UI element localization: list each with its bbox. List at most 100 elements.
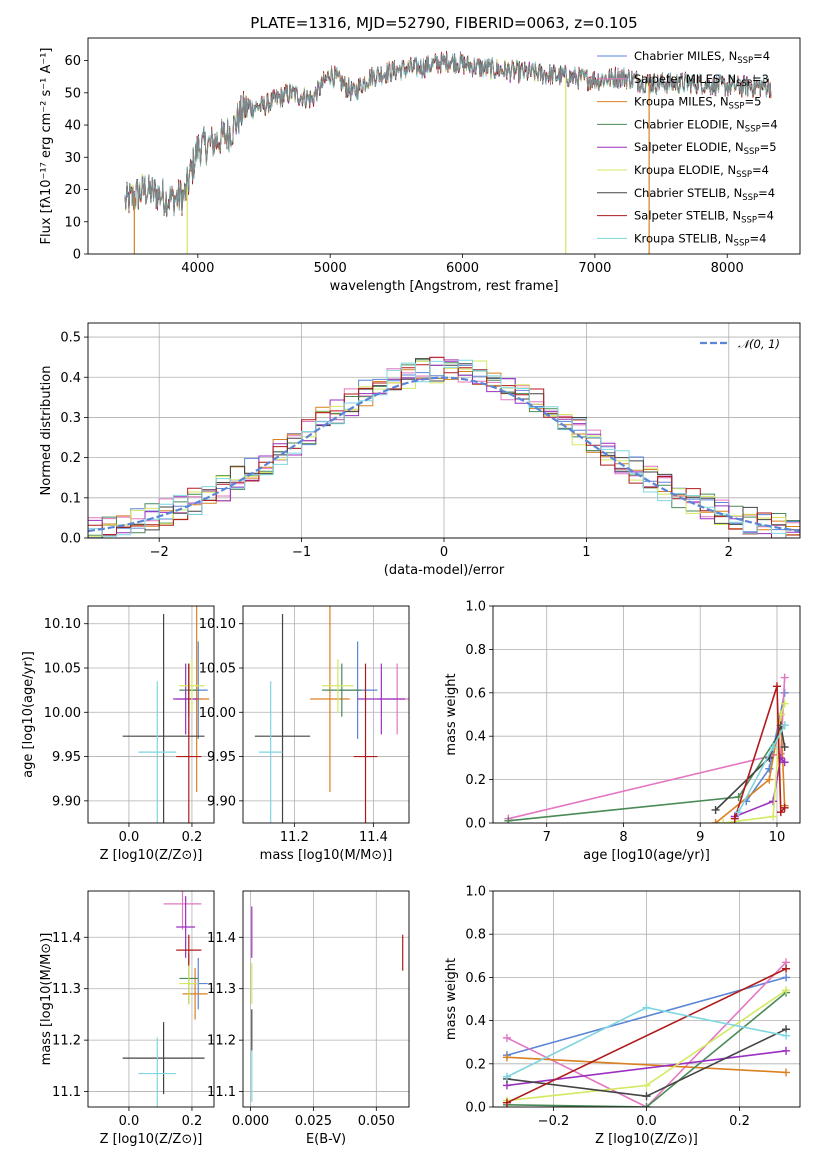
mass-weight-marker [780, 699, 789, 708]
legend-label: Salpeter MILES, NSSP=3 [634, 72, 769, 89]
y-tick-label: 0.0 [465, 817, 486, 832]
plot-area [88, 356, 800, 538]
mass-weight-marker [502, 1053, 511, 1062]
plot-area [124, 50, 772, 254]
x-tick-label: 0.0 [636, 1114, 657, 1129]
mass-weight-marker [780, 721, 789, 730]
legend-label-value: =4 [757, 209, 774, 223]
spectrum-panel: 4000 5000 6000 7000 8000 0 10 20 30 40 50 60 wavelen… [39, 37, 801, 294]
x-tick-label: 0.050 [358, 1114, 395, 1129]
axes-frame [87, 37, 801, 255]
y-tick-label: 0.0 [60, 532, 81, 547]
mass-weight-marker [730, 814, 739, 823]
legend-label-value: =4 [752, 163, 769, 177]
plot-area [122, 891, 208, 1107]
mass-weight-vs-metallicity-panel: −0.2 0.0 0.2 0.0 0.2 0.4 0.6 0.8 1.0 Z [log10(Z/Z… [444, 885, 801, 1147]
y-tick-label: 60 [64, 54, 81, 69]
mass-weight-line [506, 1056, 787, 1074]
y-tick-label: 11.2 [52, 1034, 81, 1049]
legend-label-base: Kroupa MILES, N [634, 95, 729, 109]
x-tick-label: −1 [292, 545, 311, 560]
y-tick-label: 0.6 [465, 971, 486, 986]
legend-label-value: =4 [758, 186, 775, 200]
mass-weight-line [506, 968, 787, 1104]
y-tick-label: 11.1 [207, 1085, 236, 1100]
legend-label-base: Chabrier MILES, N [634, 49, 737, 63]
mass-weight-line [506, 991, 787, 1107]
plot-area [122, 606, 210, 823]
mass-weight-marker [642, 1103, 651, 1107]
x-tick-label: −2 [150, 545, 169, 560]
x-tick-label: 9 [696, 830, 704, 845]
y-axis-label: age [log10(age/yr)] [21, 651, 36, 778]
age-vs-metallicity-panel: 0.0 0.2 9.90 9.95 10.00 10.05 10.10 Z [log10(Z/… [21, 605, 215, 863]
x-tick-label: 0.0 [119, 1114, 140, 1129]
legend-label-subscript: SSP [742, 193, 758, 203]
normal-reference-curve [88, 376, 800, 533]
legend-label: Salpeter STELIB, NSSP=4 [634, 209, 774, 226]
x-axis-label: Z [log10(Z/Z⊙)] [595, 1132, 698, 1147]
legend-label-base: Salpeter STELIB, N [634, 209, 741, 223]
y-tick-label: 10.10 [199, 617, 236, 632]
mass-weight-marker [765, 775, 774, 784]
x-tick-label: 1 [582, 545, 590, 560]
x-tick-label: 0.2 [182, 830, 203, 845]
mass-weight-marker [769, 797, 778, 806]
mass-weight-line [506, 961, 787, 1107]
y-tick-label: 11.1 [52, 1085, 81, 1100]
x-tick-label: 0.000 [232, 1114, 269, 1129]
mass-weight-line [734, 756, 786, 818]
x-tick-label: 2 [725, 545, 733, 560]
y-tick-label: 10.00 [44, 706, 81, 721]
y-axis-label: mass weight [444, 673, 459, 755]
mass-weight-marker [734, 808, 743, 817]
legend-label: Chabrier STELIB, NSSP=4 [634, 186, 775, 203]
mass-weight-marker [711, 819, 720, 823]
mass-weight-marker [782, 986, 791, 995]
x-tick-label: 0.2 [729, 1114, 750, 1129]
y-tick-label: 20 [64, 183, 81, 198]
mass-weight-marker [782, 1031, 791, 1040]
y-axis-label: mass [log10(M/M⊙)] [39, 933, 54, 1066]
x-tick-label: 5000 [314, 261, 347, 276]
axes-frame [87, 605, 215, 824]
legend-label-subscript: SSP [745, 124, 761, 134]
mass-weight-marker [711, 805, 720, 814]
y-tick-label: 10.00 [199, 706, 236, 721]
legend-label-base: Salpeter MILES, N [634, 72, 736, 86]
x-tick-label: 7 [543, 830, 551, 845]
x-tick-label: 8000 [711, 261, 744, 276]
y-axis-label: Normed distribution [39, 366, 54, 496]
observed-spectrum-line [124, 52, 772, 216]
x-tick-label: 0.0 [119, 830, 140, 845]
residual-histogram-step [88, 359, 800, 538]
y-tick-label: 0.1 [60, 491, 81, 506]
mass-weight-marker [782, 964, 791, 973]
legend-label-subscript: SSP [741, 216, 757, 226]
plot-area [251, 906, 404, 1102]
mass-weight-marker [780, 673, 789, 682]
legend-label-subscript: SSP [736, 79, 752, 89]
legend-label-value: =5 [760, 140, 777, 154]
x-tick-label: 0.2 [182, 1114, 203, 1129]
y-axis-label: mass weight [444, 958, 459, 1040]
y-tick-label: 9.90 [52, 794, 81, 809]
legend-label-base: Chabrier STELIB, N [634, 186, 742, 200]
y-tick-label: 9.95 [52, 750, 81, 765]
mass-weight-marker [780, 758, 789, 767]
mass-weight-line [723, 703, 786, 823]
legend-label: Kroupa MILES, NSSP=5 [634, 95, 761, 112]
axes-frame [242, 890, 410, 1108]
legend-label-base: Chabrier ELODIE, N [634, 117, 745, 131]
mass-weight-marker [780, 743, 789, 752]
y-axis-label: Flux [fλ10⁻¹⁷ erg cm⁻² s⁻¹ A⁻¹] [39, 48, 54, 245]
legend-label-subscript: SSP [734, 238, 750, 248]
y-tick-label: 0.8 [465, 928, 486, 943]
plot-area [254, 606, 409, 823]
mass-weight-marker [642, 1003, 651, 1012]
y-tick-label: 11.4 [207, 931, 236, 946]
y-tick-label: 0.4 [60, 371, 81, 386]
y-tick-label: 0.2 [60, 451, 81, 466]
x-tick-label: 11.4 [359, 830, 388, 845]
x-axis-label: (data-model)/error [384, 563, 505, 578]
